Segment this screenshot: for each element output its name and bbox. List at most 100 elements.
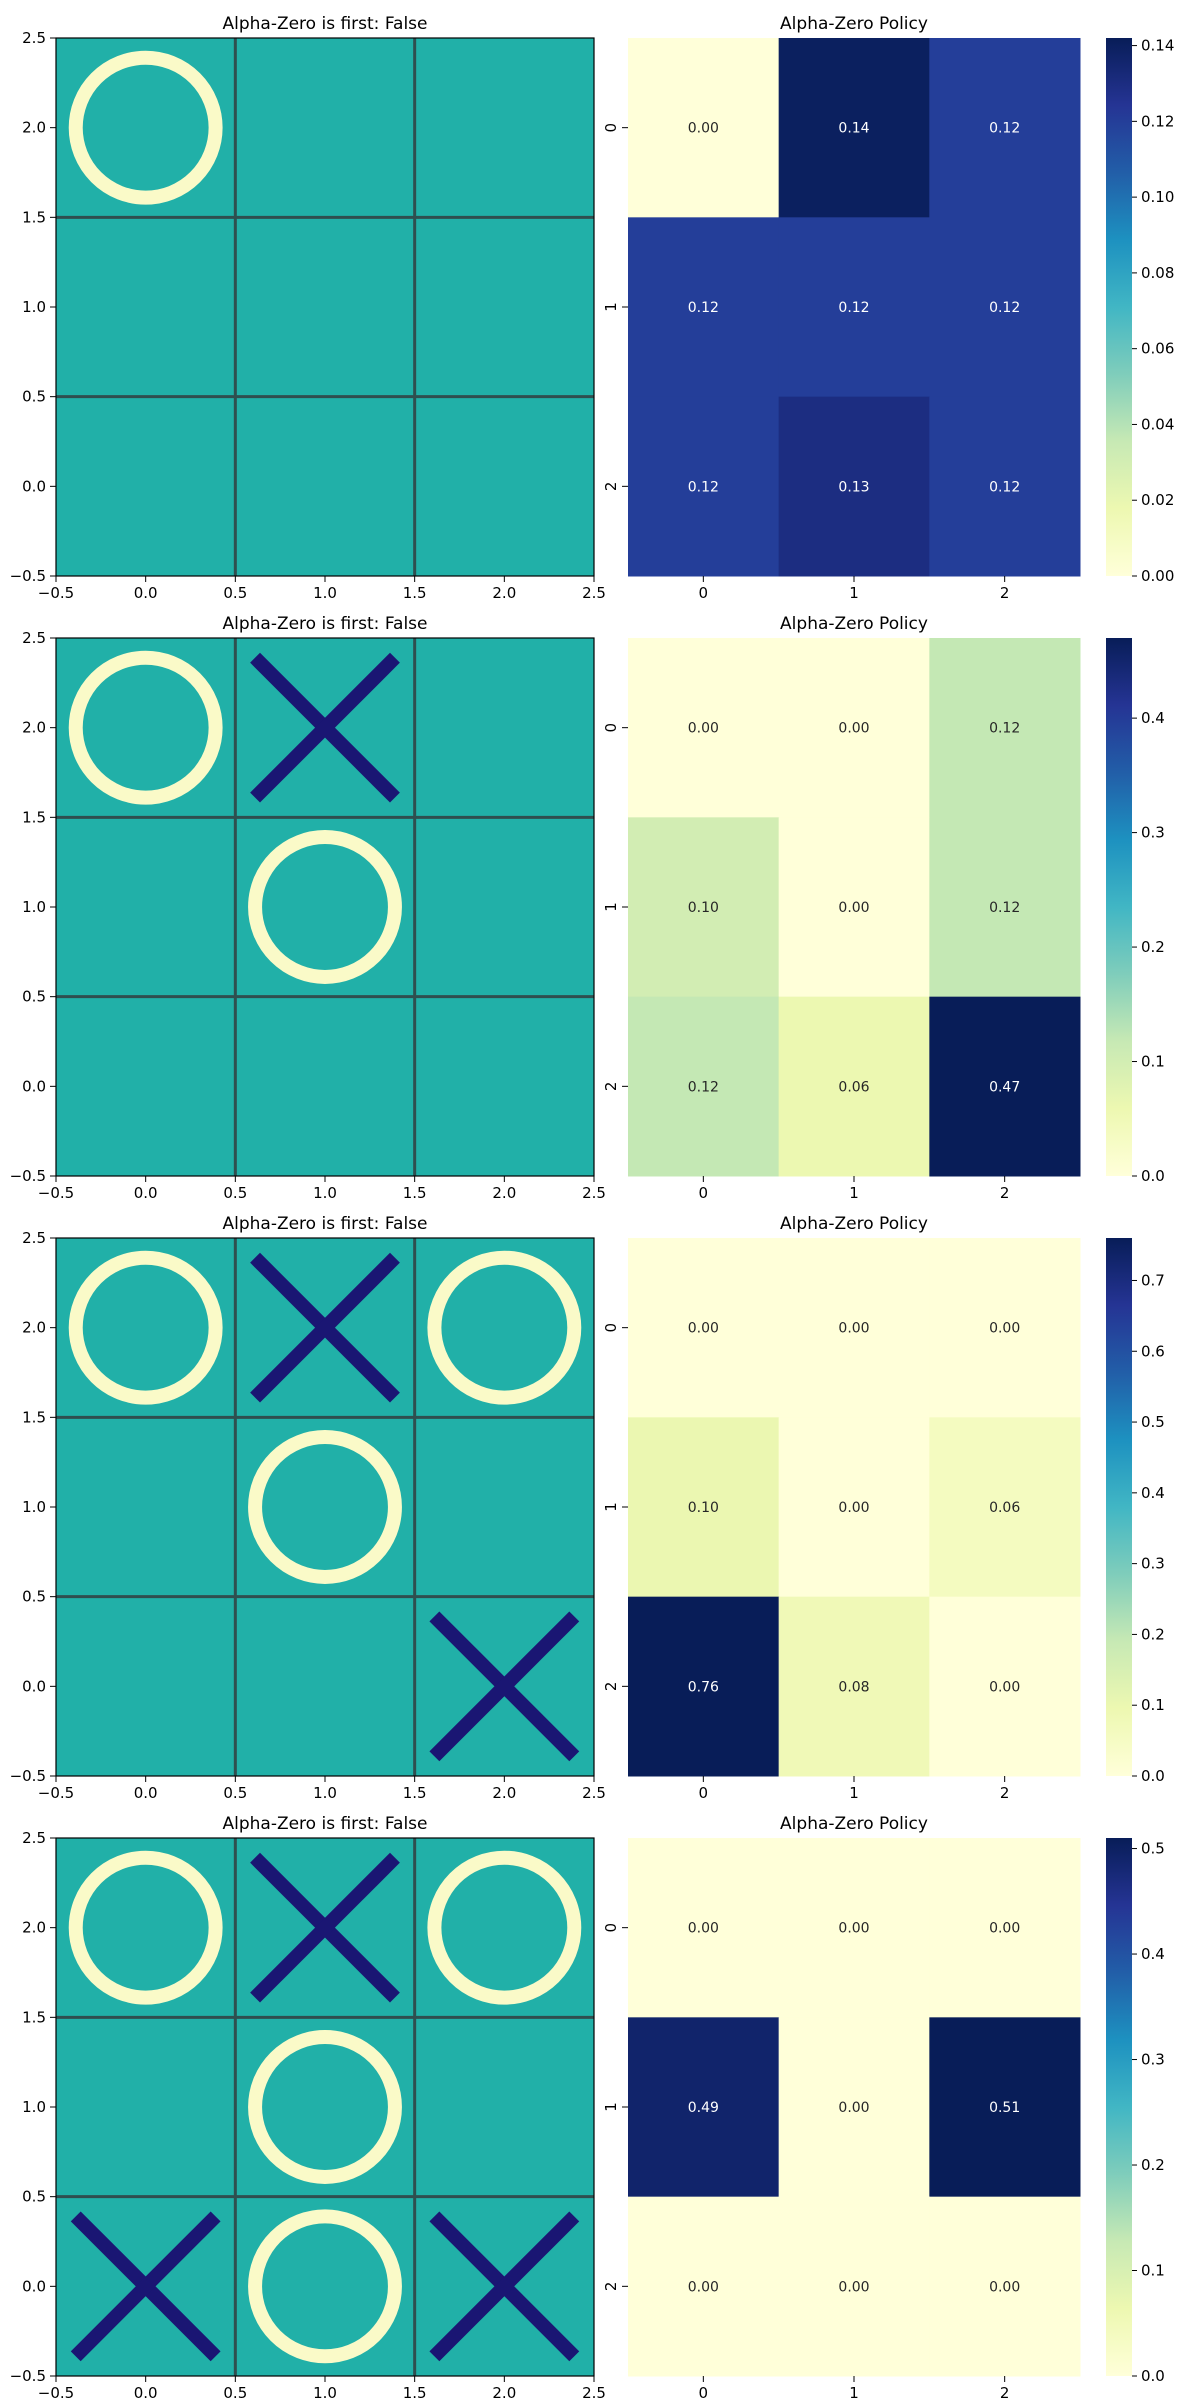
y-tick-label: 1.5 bbox=[22, 2008, 46, 2026]
x-tick-label: 2 bbox=[1000, 584, 1010, 602]
y-tick-label: 2.0 bbox=[22, 1319, 46, 1337]
y-tick-label: 1.5 bbox=[22, 208, 46, 226]
x-tick-label: 1.5 bbox=[403, 1784, 427, 1802]
heatmap-cell bbox=[628, 1596, 780, 1777]
heatmap-cell bbox=[929, 38, 1081, 218]
y-tick-label: 2.0 bbox=[22, 719, 46, 737]
cell-value-label: 0.47 bbox=[989, 1079, 1020, 1095]
colorbar-tick-label: 0.4 bbox=[1141, 1945, 1165, 1963]
colorbar-tick-label: 0.5 bbox=[1141, 1413, 1165, 1431]
y-tick-label: 1.0 bbox=[22, 298, 46, 316]
heatmap-cell bbox=[778, 38, 930, 218]
heatmap-cell bbox=[778, 638, 930, 818]
x-tick-label: 0.0 bbox=[134, 584, 158, 602]
colorbar-tick-label: 0.0 bbox=[1141, 2367, 1165, 2385]
heatmap-title: Alpha-Zero Policy bbox=[780, 1814, 928, 1834]
colorbar-tick-label: 0.0 bbox=[1141, 1167, 1165, 1185]
cell-value-label: 0.00 bbox=[688, 121, 719, 137]
heatmap-cell bbox=[628, 817, 780, 998]
x-tick-label: 1.0 bbox=[313, 1784, 337, 1802]
x-tick-label: 2.0 bbox=[492, 1184, 516, 1202]
x-tick-label: 1.5 bbox=[403, 584, 427, 602]
x-tick-label: 1 bbox=[849, 2384, 859, 2400]
cell-value-label: 0.12 bbox=[989, 721, 1020, 737]
x-tick-label: 2 bbox=[1000, 1784, 1010, 1802]
y-tick-label: 2 bbox=[602, 1082, 620, 1092]
x-tick-label: −0.5 bbox=[38, 1184, 74, 1202]
cell-value-label: 0.12 bbox=[989, 479, 1020, 495]
y-tick-label: 1 bbox=[602, 1502, 620, 1512]
y-tick-label: −0.5 bbox=[10, 1167, 46, 1185]
x-tick-label: 0 bbox=[699, 2384, 709, 2400]
o-mark bbox=[68, 1850, 223, 2005]
board-title: Alpha-Zero is first: False bbox=[222, 614, 427, 634]
y-tick-label: 1.5 bbox=[22, 808, 46, 826]
policy-panel: 0.00 0.00 0.000.49 0.00 0.510.00 0.00 0.000 1 20… bbox=[602, 1814, 1165, 2400]
x-tick-label: 2.5 bbox=[582, 1184, 606, 1202]
cell-value-label: 0.51 bbox=[989, 2100, 1020, 2116]
heatmap-cell bbox=[628, 1238, 780, 1418]
cell-value-label: 0.14 bbox=[838, 121, 869, 137]
x-tick-label: 1.0 bbox=[313, 584, 337, 602]
x-mark bbox=[250, 1252, 400, 1403]
colorbar-tick-label: 0.08 bbox=[1141, 264, 1174, 282]
colorbar bbox=[1106, 38, 1132, 576]
heatmap-cell bbox=[628, 396, 780, 577]
x-tick-label: 0.0 bbox=[134, 1184, 158, 1202]
y-tick-label: 0.5 bbox=[22, 2188, 46, 2206]
colorbar-tick-label: 0.2 bbox=[1141, 2156, 1165, 2174]
colorbar-tick-label: 0.5 bbox=[1141, 1840, 1165, 1858]
x-tick-label: 2.5 bbox=[582, 1784, 606, 1802]
cell-value-label: 0.76 bbox=[688, 1679, 719, 1695]
x-tick-label: 0 bbox=[699, 1184, 709, 1202]
x-tick-label: 0.5 bbox=[223, 584, 247, 602]
x-mark bbox=[70, 2211, 221, 2362]
cell-value-label: 0.00 bbox=[989, 1921, 1020, 1937]
colorbar bbox=[1106, 1238, 1132, 1776]
x-tick-label: 1.0 bbox=[313, 2384, 337, 2400]
cell-value-label: 0.00 bbox=[688, 721, 719, 737]
cell-value-label: 0.08 bbox=[838, 1679, 869, 1695]
y-tick-label: 0 bbox=[602, 1923, 620, 1933]
x-tick-label: −0.5 bbox=[38, 584, 74, 602]
colorbar-tick-label: 0.3 bbox=[1141, 824, 1165, 842]
board-panel: −0.5 0.0 0.5 1.0 1.5 2.0 2.5 −0.5 0.0 0.5 1.0 1.5 2.… bbox=[10, 1214, 606, 1802]
y-tick-label: 2.0 bbox=[22, 119, 46, 137]
colorbar-tick-label: 0.3 bbox=[1141, 1555, 1165, 1573]
y-tick-label: 0.0 bbox=[22, 477, 46, 495]
y-tick-label: 0.5 bbox=[22, 1588, 46, 1606]
y-tick-label: 1.5 bbox=[22, 1408, 46, 1426]
heatmap-cell bbox=[778, 2196, 930, 2377]
o-mark bbox=[427, 1850, 582, 2005]
x-tick-label: 1.5 bbox=[403, 1184, 427, 1202]
cell-value-label: 0.13 bbox=[838, 479, 869, 495]
x-tick-label: 1 bbox=[849, 1784, 859, 1802]
colorbar-tick-label: 0.12 bbox=[1141, 112, 1174, 130]
heatmap-cell bbox=[778, 1838, 930, 2018]
colorbar-tick-label: 0.10 bbox=[1141, 188, 1174, 206]
y-tick-label: 2.5 bbox=[22, 1829, 46, 1847]
heatmap-cell bbox=[628, 217, 780, 398]
heatmap-cell bbox=[929, 2196, 1081, 2377]
colorbar-tick-label: 0.6 bbox=[1141, 1342, 1165, 1360]
heatmap-cell bbox=[929, 1596, 1081, 1777]
cell-value-label: 0.00 bbox=[838, 1321, 869, 1337]
o-mark bbox=[68, 650, 223, 805]
heatmap-cell bbox=[929, 2017, 1081, 2198]
colorbar bbox=[1106, 1838, 1132, 2376]
y-tick-label: 0 bbox=[602, 123, 620, 133]
x-tick-label: 1 bbox=[849, 584, 859, 602]
x-tick-label: −0.5 bbox=[38, 2384, 74, 2400]
board-panel: −0.5 0.0 0.5 1.0 1.5 2.0 2.5 −0.5 0.0 0.5 1.0 1.5 2.… bbox=[10, 14, 606, 602]
cell-value-label: 0.00 bbox=[989, 1679, 1020, 1695]
colorbar-tick-label: 0.2 bbox=[1141, 938, 1165, 956]
y-tick-label: 2.5 bbox=[22, 1229, 46, 1247]
x-tick-label: 2.5 bbox=[582, 584, 606, 602]
o-mark bbox=[68, 50, 223, 205]
heatmap-cell bbox=[628, 638, 780, 818]
y-tick-label: 2.0 bbox=[22, 1919, 46, 1937]
heatmap-cell bbox=[778, 1238, 930, 1418]
board-background bbox=[56, 38, 594, 576]
board-title: Alpha-Zero is first: False bbox=[222, 1214, 427, 1234]
